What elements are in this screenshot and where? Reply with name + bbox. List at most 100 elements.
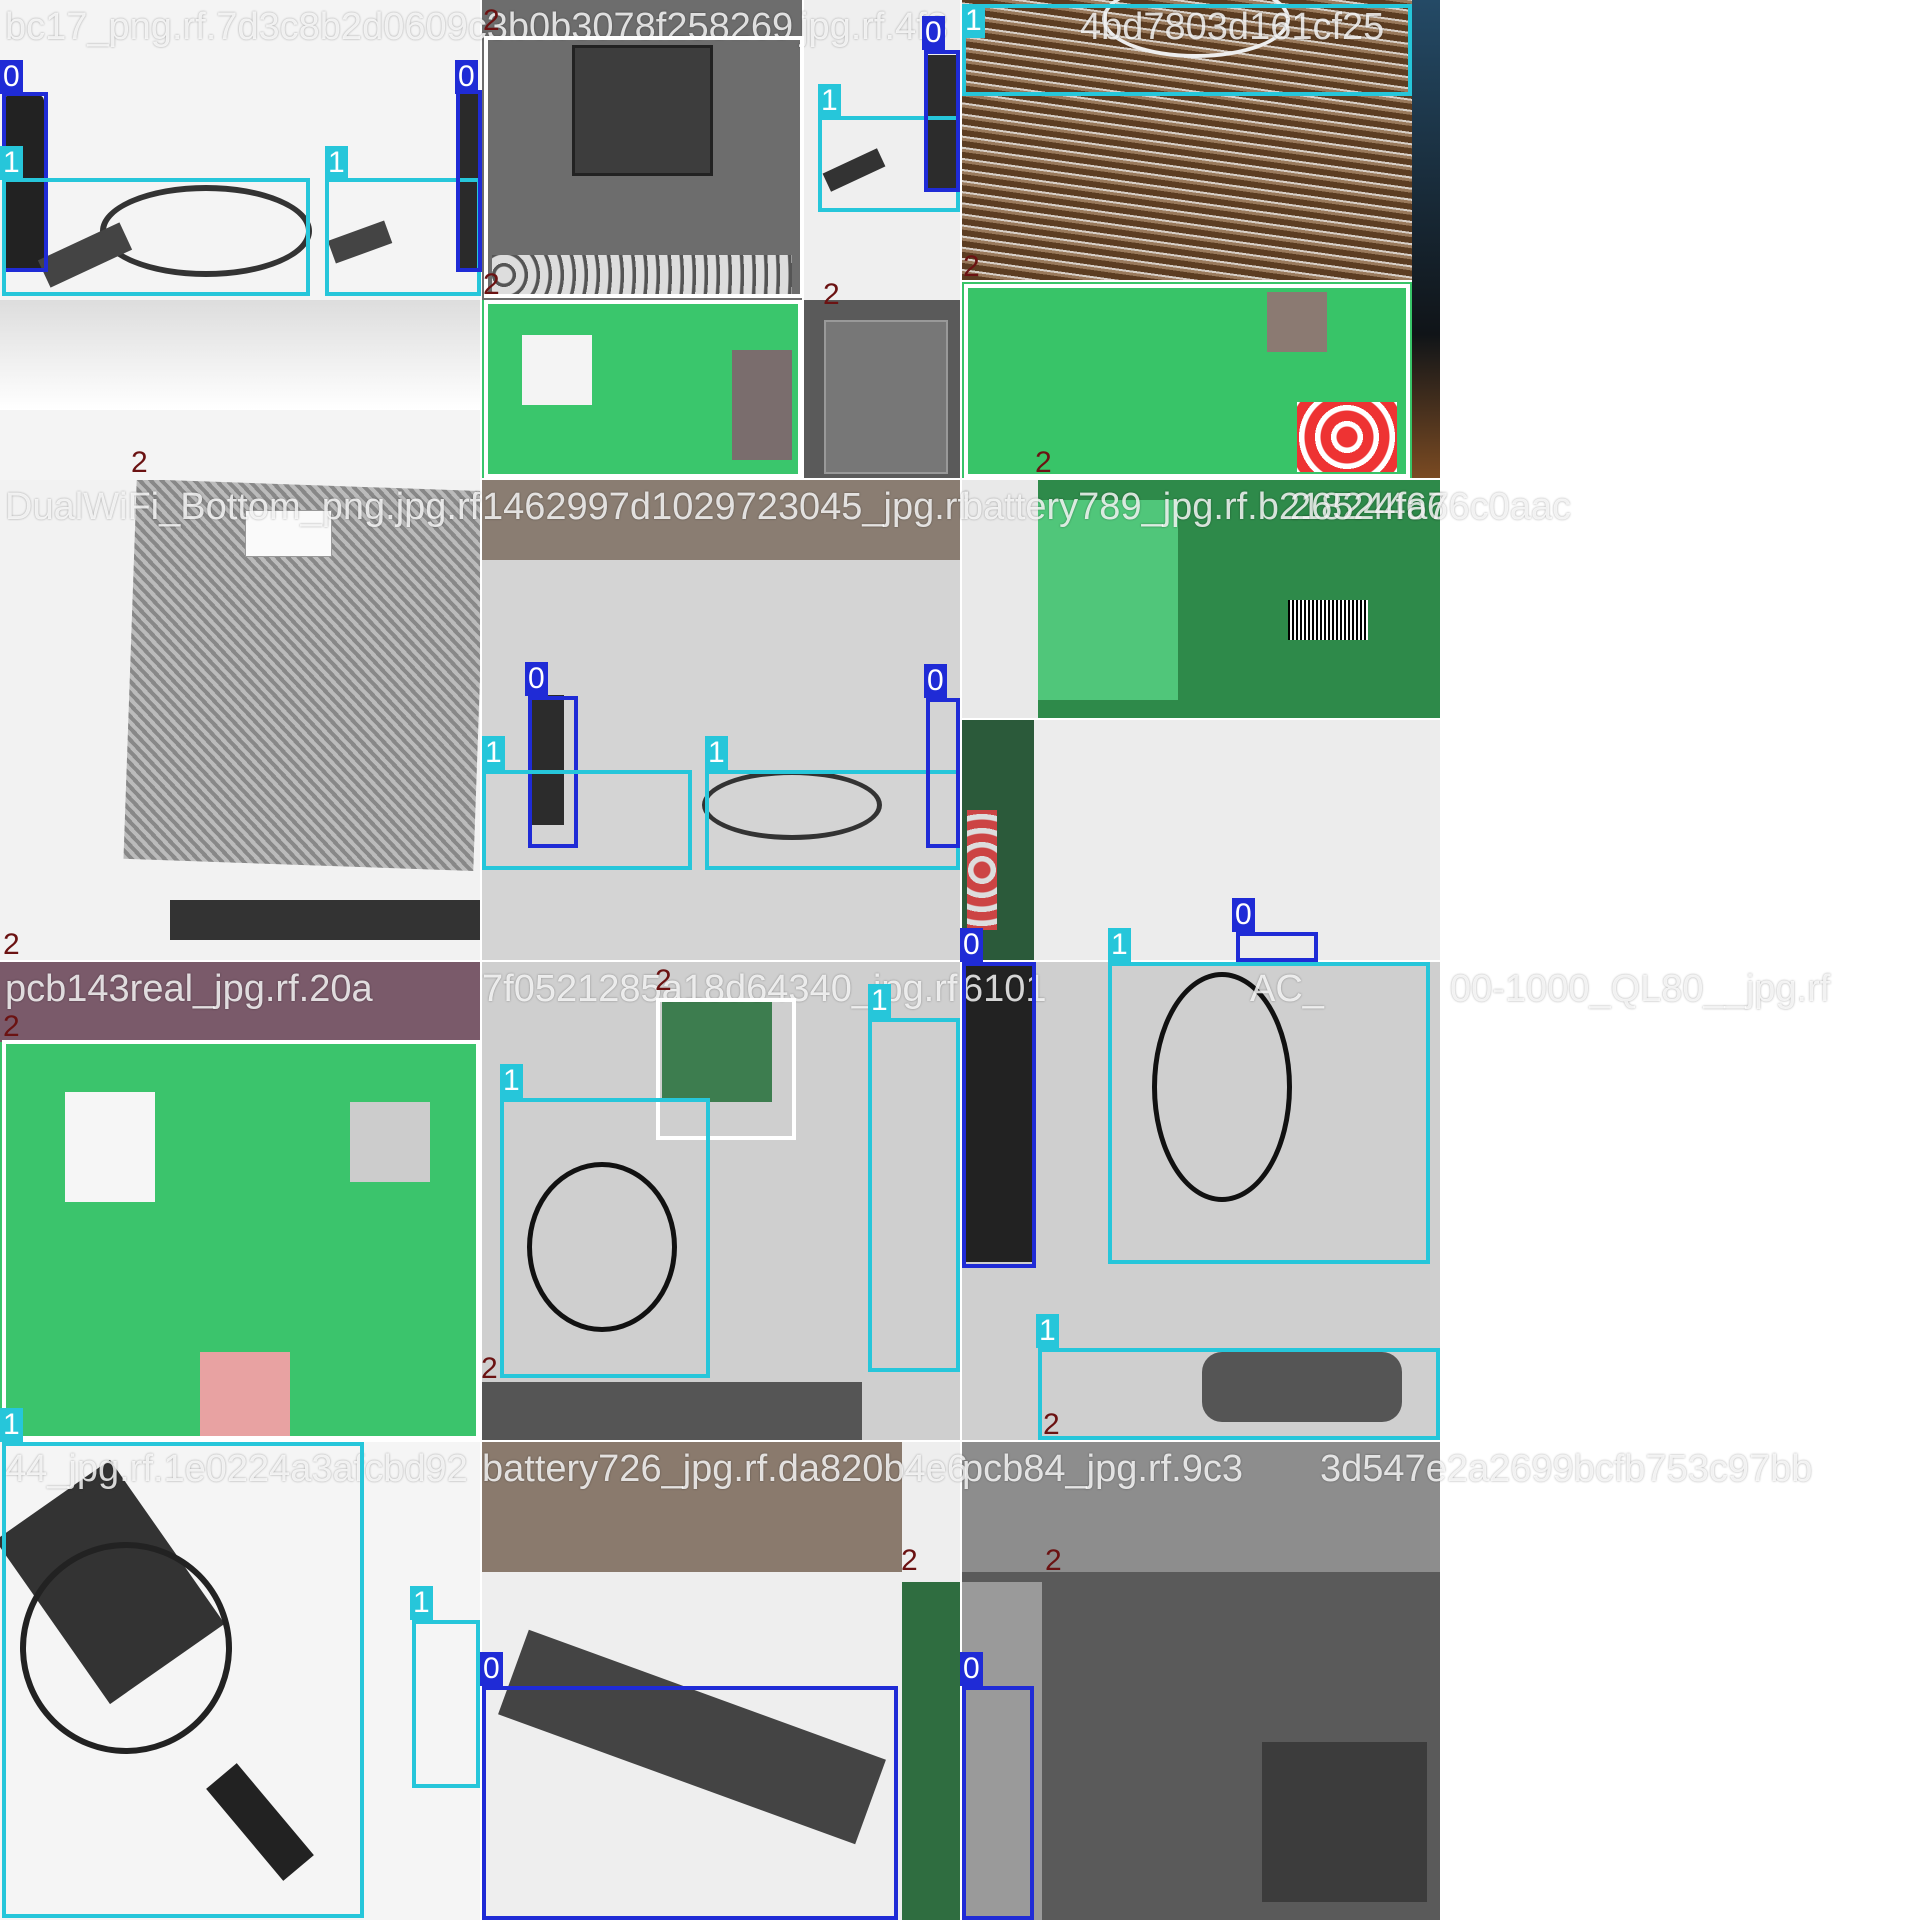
bbox-label: 2 — [823, 278, 840, 311]
bbox-label: 0 — [480, 1652, 503, 1686]
filename-label: 00-1000_QL80__jpg.rf — [1450, 968, 1831, 1010]
bbox-label: 1 — [500, 1064, 523, 1098]
board-image — [662, 1002, 772, 1102]
bbox-label: 2 — [1045, 1544, 1062, 1577]
bbox-label: 0 — [924, 664, 947, 698]
bbox-label: 1 — [0, 1408, 23, 1442]
tile-artix-board-gray — [962, 1442, 1440, 1920]
bbox-class-0 — [926, 698, 960, 848]
tile-pcb-sd — [1038, 480, 1440, 718]
bbox-label: 1 — [868, 984, 891, 1018]
bbox-class-0 — [1236, 932, 1318, 962]
bbox-class-1 — [412, 1620, 480, 1788]
board-image — [824, 320, 948, 474]
chip-image — [65, 1092, 155, 1202]
bbox-class-2 — [484, 36, 804, 298]
board-image — [1038, 500, 1178, 700]
tile-laptop-battery — [482, 1442, 960, 1920]
connector-image — [732, 350, 792, 460]
bbox-label: 0 — [960, 928, 983, 962]
board-image — [902, 1582, 960, 1920]
bbox-class-2 — [656, 998, 796, 1140]
bbox-label: 0 — [525, 662, 548, 696]
bbox-label: 1 — [410, 1586, 433, 1620]
bbox-label: 2 — [481, 1352, 498, 1385]
wood-strip — [482, 1442, 902, 1572]
bbox-class-1 — [2, 1442, 364, 1918]
bbox-class-2 — [2, 1040, 480, 1440]
jack-image — [1297, 402, 1397, 472]
bbox-label: 2 — [1043, 1408, 1060, 1441]
pin-header-image — [492, 255, 792, 295]
tile-blur-small — [962, 480, 1038, 718]
bbox-class-0 — [482, 1686, 898, 1920]
tile-dark-edge — [1412, 0, 1440, 478]
tile-green-pcb-large — [962, 282, 1412, 478]
chip-image — [522, 335, 592, 405]
bbox-class-1 — [1108, 962, 1430, 1264]
bbox-label: 1 — [962, 4, 985, 38]
bbox-label: 1 — [482, 736, 505, 770]
bbox-label: 2 — [483, 268, 500, 301]
adapter-image — [1202, 1352, 1402, 1422]
jack-image — [967, 810, 997, 930]
strip-image — [0, 962, 480, 1042]
bbox-label: 2 — [901, 1544, 918, 1577]
barcode-image — [1288, 600, 1368, 640]
bbox-class-1 — [2, 178, 310, 296]
bbox-label: 2 — [655, 964, 672, 997]
pink-pad-image — [200, 1352, 290, 1440]
tile-green-pcb-small — [482, 300, 802, 478]
cable-image — [20, 1542, 232, 1754]
pin-header-image — [482, 1382, 862, 1440]
bbox-class-0 — [456, 90, 482, 272]
battery-image — [4, 95, 44, 270]
bbox-label: 1 — [818, 84, 841, 118]
tile-pcb-bottom-grayscale — [0, 480, 480, 960]
bbox-label: 2 — [131, 446, 148, 479]
bbox-class-2 — [484, 300, 802, 478]
tile-pcb-edge — [962, 720, 1034, 960]
shadow-area — [0, 300, 480, 410]
battery-image — [532, 695, 564, 825]
bbox-label: 0 — [1232, 898, 1255, 932]
chip-image — [1267, 292, 1327, 352]
black-strip — [962, 962, 1032, 1262]
tile-tangled-cable — [482, 962, 960, 1440]
bbox-class-1 — [705, 770, 960, 870]
bbox-label: 0 — [922, 16, 945, 50]
chip-image — [572, 45, 713, 176]
cable-image — [1152, 972, 1292, 1202]
bbox-label: 0 — [960, 1652, 983, 1686]
chip-image — [1262, 1742, 1427, 1902]
bbox-label: 1 — [0, 146, 23, 180]
bbox-label: 1 — [1108, 928, 1131, 962]
bbox-label: 2 — [483, 4, 500, 37]
bbox-class-2 — [964, 284, 1410, 478]
bbox-class-1 — [962, 4, 1412, 96]
label-sticker-image — [245, 510, 332, 557]
bbox-label: 2 — [3, 928, 20, 961]
tile-cables-batteries — [0, 0, 480, 480]
bbox-class-0 — [924, 50, 960, 192]
battery-image — [926, 55, 956, 190]
bbox-label: 2 — [1035, 446, 1052, 479]
bbox-label: 2 — [3, 1010, 20, 1043]
bbox-label: 0 — [0, 60, 23, 94]
bbox-label: 2 — [963, 250, 980, 283]
wood-strip — [482, 480, 960, 560]
tile-ac-plug — [0, 1442, 480, 1920]
bbox-class-1 — [500, 1098, 710, 1378]
bbox-label: 1 — [325, 146, 348, 180]
cable-image — [527, 1162, 677, 1332]
tile-artix-board — [482, 0, 802, 300]
tile-oshw-board — [804, 300, 960, 478]
bbox-class-1 — [482, 770, 692, 870]
bbox-class-1 — [1038, 1348, 1440, 1440]
bbox-label: 1 — [1036, 1314, 1059, 1348]
bbox-class-0 — [962, 962, 1036, 1268]
pin-header-image — [170, 900, 480, 940]
bbox-class-1 — [868, 1018, 960, 1372]
bbox-class-0 — [962, 1686, 1034, 1920]
